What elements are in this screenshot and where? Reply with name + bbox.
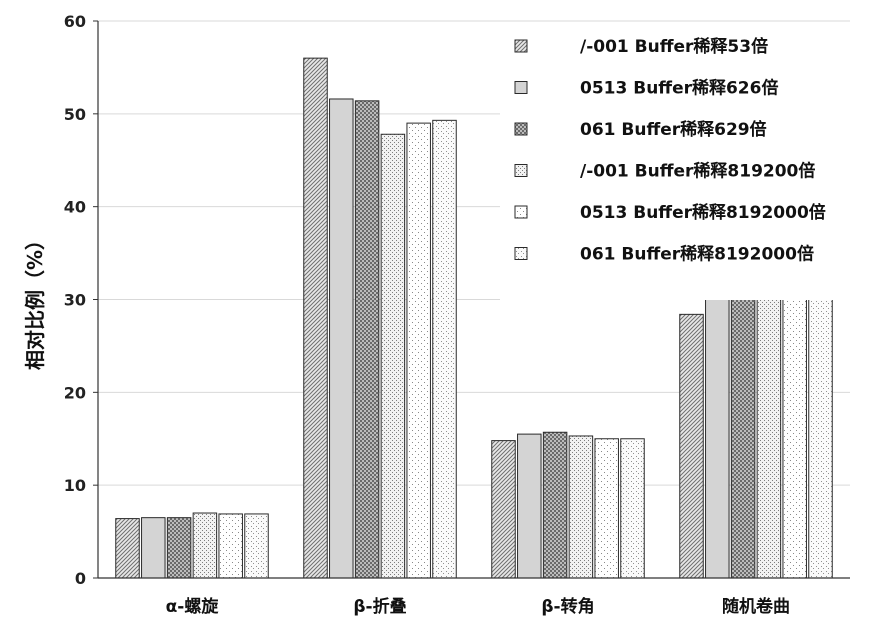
y-tick-label: 50 (64, 105, 86, 124)
bar-series1-cat3 (491, 440, 516, 579)
y-tick-label: 60 (64, 12, 86, 31)
legend-entry-label: /-001 Buffer稀释53倍 (580, 36, 768, 57)
bar-series3-cat2 (354, 100, 380, 579)
legend-swatch (514, 247, 528, 260)
legend-entry-label: 061 Buffer稀释629倍 (580, 119, 767, 140)
tick-labels: 0 10 20 30 40 50 60 α-螺旋 β-折叠 β-转角 随机卷曲 (64, 12, 790, 617)
x-category-label: β-折叠 (353, 596, 406, 617)
y-tick-label: 40 (64, 198, 86, 217)
legend-swatch (514, 39, 528, 53)
y-tick-label: 20 (64, 383, 86, 402)
legend-swatch (514, 205, 528, 219)
legend-entry-label: 0513 Buffer稀释626倍 (580, 78, 778, 99)
y-tick-label: 30 (64, 291, 86, 310)
bar-series1-cat1 (115, 518, 140, 579)
bar-series4-cat4 (756, 277, 782, 579)
bar-series3-cat4 (730, 296, 756, 579)
bar-series3-cat3 (542, 431, 568, 579)
bar-series6-cat3 (620, 438, 645, 579)
axes (93, 20, 850, 579)
bar-series5-cat3 (594, 438, 619, 579)
bar-series2-cat2 (329, 98, 354, 579)
bar-series3-cat1 (166, 517, 192, 579)
x-category-label: 随机卷曲 (722, 596, 790, 617)
legend: /-001 Buffer稀释53倍 0513 Buffer稀释626倍 061 Bu… (500, 22, 850, 300)
bar-series2-cat3 (517, 433, 542, 579)
legend-entry-label: 0513 Buffer稀释8192000倍 (580, 202, 826, 223)
bar-series5-cat1 (218, 513, 243, 579)
legend-background (500, 22, 850, 300)
legend-entry-label: 061 Buffer稀释8192000倍 (580, 244, 814, 265)
bar-series5-cat4 (782, 282, 807, 579)
legend-entry-label: /-001 Buffer稀释819200倍 (580, 161, 815, 182)
legend-swatch (514, 122, 528, 136)
bar-series5-cat2 (406, 122, 431, 579)
bar-series4-cat1 (192, 512, 218, 579)
bar-series6-cat4 (808, 282, 833, 579)
x-category-label: α-螺旋 (166, 596, 220, 617)
bar-series2-cat4 (705, 296, 730, 579)
y-tick-label: 10 (64, 476, 86, 495)
bar-series4-cat3 (568, 435, 594, 579)
bar-series1-cat2 (303, 57, 328, 579)
bar-series4-cat2 (380, 133, 406, 579)
x-category-label: β-转角 (541, 596, 594, 617)
bar-series2-cat1 (141, 517, 166, 579)
legend-swatch (514, 164, 528, 177)
y-axis-title: 相对比例（%） (23, 230, 47, 370)
bar-series6-cat1 (244, 513, 269, 579)
y-tick-label: 0 (75, 569, 86, 588)
legend-swatch (514, 81, 528, 94)
bar-series6-cat2 (432, 119, 457, 579)
bar-series1-cat4 (679, 313, 704, 579)
